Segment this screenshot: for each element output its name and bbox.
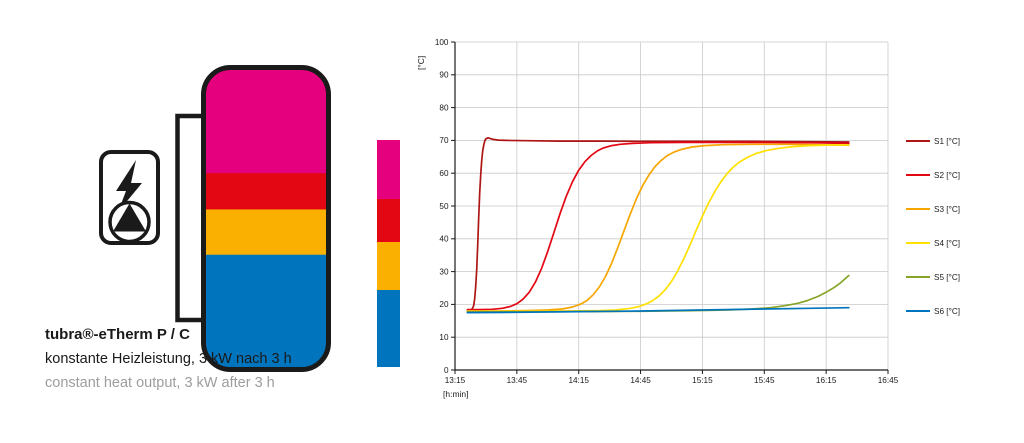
temperature-chart: 0 10 20 30 40 50 60 70 80 90 100 13:15 13:45 14:15 14:… [416,38,960,399]
y-tick-label: 60 [439,169,449,178]
x-tick-label: 14:45 [630,376,651,385]
series-line-2 [466,141,850,311]
tank-layer-hot [203,67,329,175]
legend-label-4: S4 [°C] [934,239,960,248]
legend-label-5: S5 [°C] [934,273,960,282]
tank-layer-cold [203,254,329,370]
y-tick-label: 20 [439,300,449,309]
pipe-loop [175,113,203,323]
x-tick-label: 13:45 [507,376,528,385]
subtitle-german: konstante Heizleistung, 3 kW nach 3 h [45,351,292,367]
y-tick-label: 70 [439,136,449,145]
series-line-3 [466,143,850,312]
legend-label-3: S3 [°C] [934,205,960,214]
stratification-colorbar [377,140,400,367]
x-tick-label: 16:15 [816,376,837,385]
y-tick-label: 40 [439,235,449,244]
colorbar-segment-3 [377,242,400,290]
storage-tank [203,67,329,370]
y-tick-label: 80 [439,103,449,112]
y-tick-label: 10 [439,333,449,342]
colorbar-segment-1 [377,140,400,200]
y-tick-label: 90 [439,71,449,80]
x-tick-label: 15:15 [692,376,713,385]
series-line-1 [466,136,850,312]
system-diagram [99,65,331,372]
series-line-6 [466,306,850,314]
legend-label-2: S2 [°C] [934,171,960,180]
y-tick-label: 50 [439,202,449,211]
x-tick-label: 14:15 [568,376,589,385]
tank-layer-mid [203,209,329,256]
tank-layer-warm [203,173,329,211]
y-axis-title: [°C] [416,56,426,70]
colorbar-segment-2 [377,199,400,243]
x-tick-label: 16:45 [878,376,899,385]
x-tick-label: 13:15 [445,376,466,385]
legend-label-6: S6 [°C] [934,307,960,316]
product-title: tubra®-eTherm P / C [45,326,190,343]
tank-outline [201,65,331,372]
y-tick-label: 30 [439,267,449,276]
y-tick-label: 0 [444,366,449,375]
y-tick-label: 100 [435,38,449,47]
x-axis-title: [h:min] [443,389,469,399]
subtitle-english: constant heat output, 3 kW after 3 h [45,375,275,391]
colorbar-segment-4 [377,289,400,367]
legend-label-1: S1 [°C] [934,137,960,146]
series-line-5 [466,274,850,313]
series-line-4 [466,144,850,313]
lightning-bolt-icon [116,160,142,212]
x-tick-label: 15:45 [754,376,775,385]
pump-triangle [113,203,146,232]
